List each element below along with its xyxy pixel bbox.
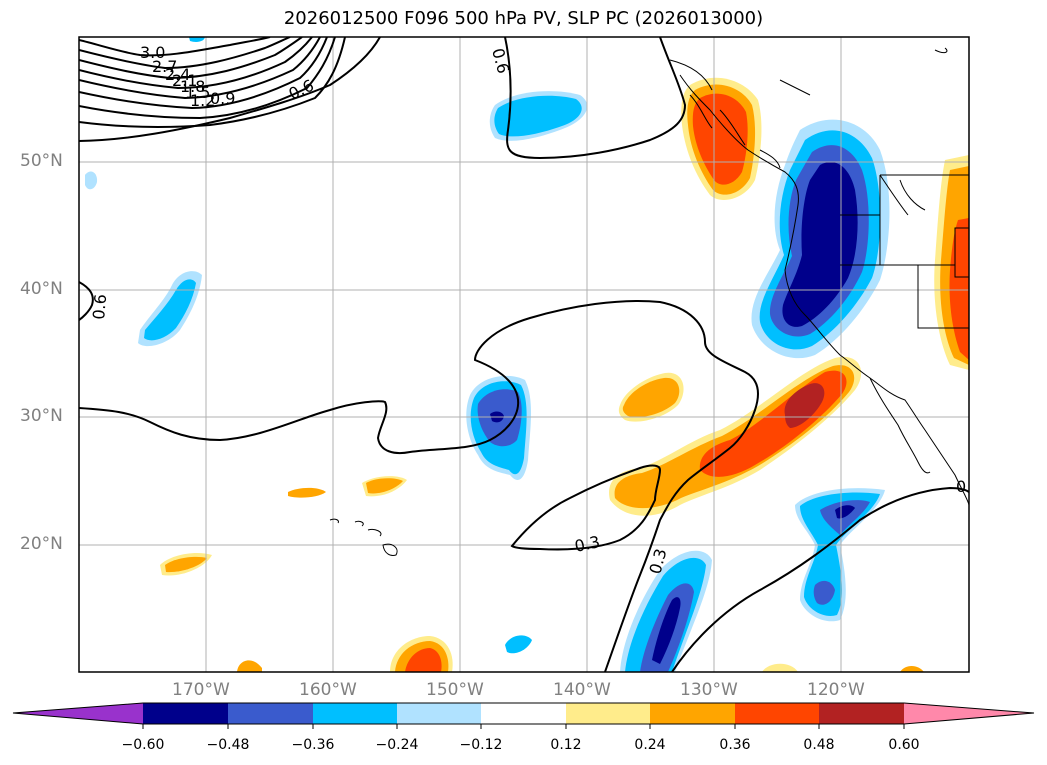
lon-label-150w: 150°W [426, 680, 484, 700]
coastlines [329, 47, 969, 556]
colorbar-segment [143, 703, 228, 724]
lon-label-140w: 140°W [553, 680, 611, 700]
contour-label: 1.8 [180, 77, 205, 96]
lon-label-130w: 130°W [680, 680, 738, 700]
colorbar-tick-label: 0.48 [803, 737, 835, 753]
lat-label-30n: 30°N [20, 406, 63, 426]
contour-3.0 [79, 37, 271, 57]
pv-negative-se-blue2 [813, 580, 835, 605]
hawaii-islands [329, 518, 398, 556]
contour-0.6-west [79, 281, 94, 321]
baja-peninsula [869, 377, 931, 474]
colorbar-tick-label: 0.36 [719, 737, 751, 753]
contour-1.2 [79, 37, 336, 120]
north-america-coast [679, 74, 969, 506]
contour-0.9 [79, 37, 346, 128]
contour-0.3-main [79, 299, 759, 672]
contour-1.8 [79, 37, 321, 100]
contour-label: 2.1 [172, 71, 197, 90]
state-lines [840, 175, 969, 329]
contour-0.6-north [504, 37, 687, 160]
colorbar [12, 702, 1035, 729]
lon-label-170w: 170°W [172, 680, 230, 700]
pv-negative-nw-navy [782, 161, 858, 327]
pv-positive-bit-a-orange [165, 556, 207, 573]
contour-2.7 [79, 37, 291, 70]
colorbar-segment [819, 703, 904, 724]
colorbar-segment [228, 703, 313, 724]
lon-label-160w: 160°W [299, 680, 357, 700]
pv-negative-bit-i [85, 171, 98, 190]
pv-negative-west-cyan [144, 279, 196, 341]
contour-label: 0.9 [210, 89, 235, 108]
lat-label-20n: 20°N [20, 534, 63, 554]
pv-positive-bit-d-red [405, 648, 442, 672]
pv-positive-bit-e [237, 660, 262, 672]
contour-0.6-nw [79, 37, 381, 142]
lon-label-120w: 120°W [807, 680, 865, 700]
contour-1.5 [79, 37, 328, 110]
colorbar-tick-label: −0.24 [375, 737, 419, 753]
pv-negative-bit-j [189, 37, 205, 42]
pv-negative-se-blue [820, 500, 870, 535]
contour-label: 2.7 [152, 57, 177, 76]
contour-label: 0 [956, 477, 966, 496]
colorbar-tick-label: 0.12 [550, 737, 582, 753]
colorbar-segment [566, 703, 650, 724]
contour-2.4 [79, 37, 303, 80]
gridlines [79, 37, 969, 672]
colorbar-segment [481, 703, 566, 724]
pv-positive-bit-f [762, 663, 798, 672]
colorbar-segment [650, 703, 735, 724]
aleutian-bits [669, 47, 948, 96]
lat-label-40n: 40°N [20, 279, 63, 299]
pv-shading [85, 37, 969, 672]
pv-negative-bit-h [505, 635, 532, 654]
contour-labels: 3.0 2.7 2.4 2.1 1.8 1.5 1.2 0.9 0.6 0.6 … [89, 43, 966, 576]
pv-negative-north-cyan [494, 95, 582, 137]
pv-negative-se-navy [835, 505, 855, 519]
bc-islands [689, 94, 781, 169]
colorbar-tick-label: −0.48 [206, 737, 250, 753]
colorbar-tick-marks [142, 724, 905, 729]
map-title: 2026012500 F096 500 hPa PV, SLP PC (2026… [283, 8, 764, 29]
contour-label: 1.5 [185, 83, 210, 102]
pv-positive-bit-g [900, 666, 924, 672]
contour-label: 3.0 [140, 43, 165, 62]
colorbar-tick-label: 0.60 [888, 737, 920, 753]
pv-positive-bit-c-orange [366, 478, 403, 494]
colorbar-segment [313, 703, 397, 724]
colorbar-tick-label: −0.60 [121, 737, 165, 753]
lat-label-50n: 50°N [20, 151, 63, 171]
contour-0.3-se [671, 486, 969, 672]
colorbar-min-extend [13, 703, 143, 724]
contour-label: 0.3 [573, 532, 602, 556]
pv-negative-south-navy [652, 597, 681, 664]
slp-contours [79, 37, 969, 672]
pv-positive-east-red [949, 218, 969, 360]
contour-0.3-south [510, 464, 662, 551]
pv-positive-patch-a-orange [622, 377, 680, 418]
colorbar-tick-label: −0.12 [459, 737, 503, 753]
coast-east-inland [879, 174, 926, 216]
colorbar-segment [397, 703, 481, 724]
map-frame [78, 36, 970, 673]
colorbar-tick-label: −0.36 [291, 737, 335, 753]
contour-label: 0.6 [89, 293, 110, 320]
contour-label: 1.2 [190, 91, 215, 110]
contour-label: 2.4 [165, 65, 190, 84]
colorbar-max-extend [904, 703, 1034, 724]
colorbar-segment [735, 703, 819, 724]
pv-positive-bit-b [288, 487, 326, 498]
colorbar-tick-label: 0.24 [634, 737, 666, 753]
contour-2.1 [79, 37, 313, 90]
